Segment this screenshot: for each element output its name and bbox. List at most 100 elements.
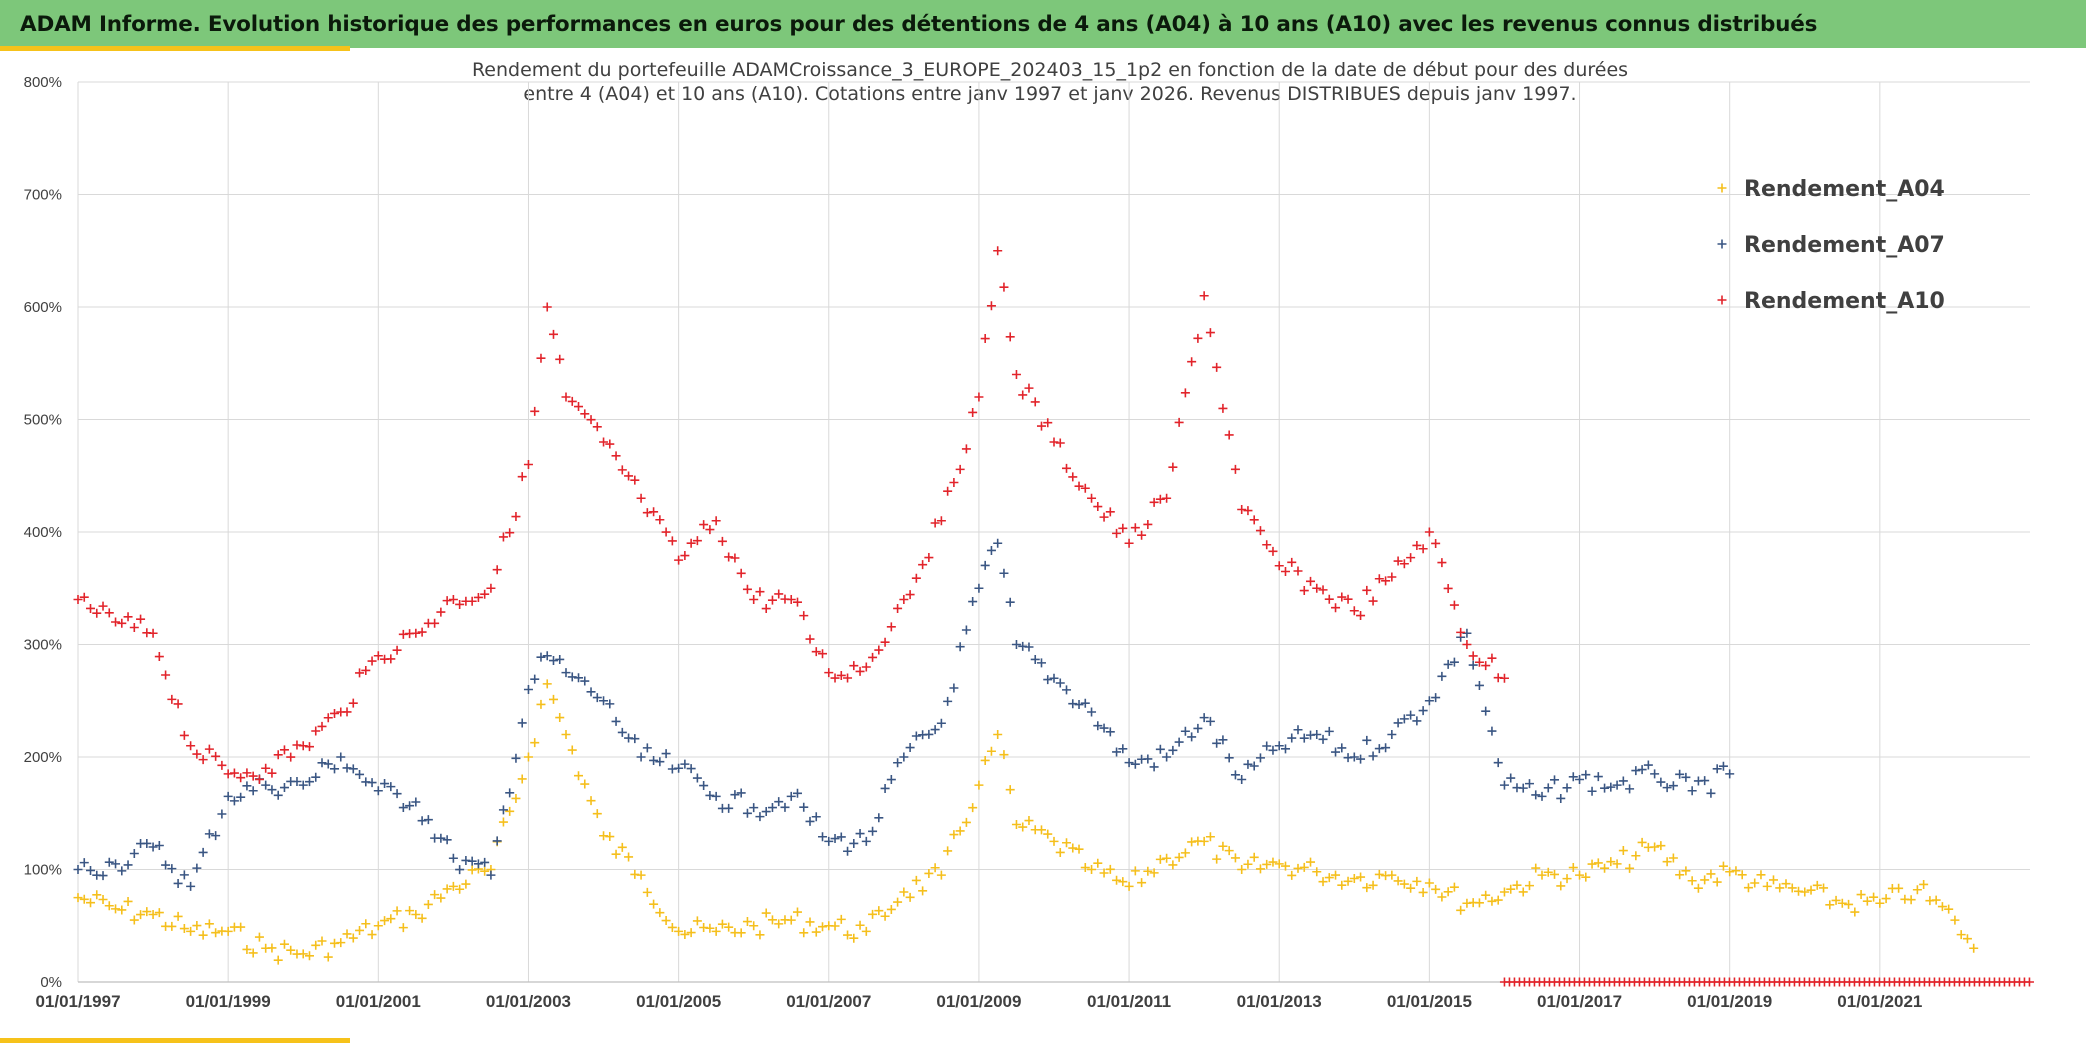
report-title: ADAM Informe. Evolution historique des p… [20, 11, 1818, 37]
rendement-a04-filler-marker [1431, 884, 1441, 894]
legend-label: Rendement_A07 [1744, 233, 1945, 258]
rendement-a07-filler-marker [699, 781, 709, 791]
x-tick-label: 01/01/1997 [35, 992, 120, 1011]
rendement-a10-filler-marker [236, 773, 246, 783]
rendement-a07-filler-marker [167, 864, 177, 874]
rendement-a07-point [1575, 775, 1585, 784]
rendement-a10-filler-marker [705, 525, 715, 535]
rendement-a04-filler-marker [1731, 866, 1741, 876]
rendement-a04-filler-marker [355, 925, 365, 935]
rendement-a10-filler-marker [286, 752, 296, 762]
rendement-a10-filler-marker [1280, 567, 1290, 577]
rendement-a10-filler-marker [1449, 600, 1459, 610]
rendement-a07-filler-marker [473, 859, 483, 869]
rendement-a07-point [261, 780, 271, 790]
x-tick-label: 01/01/2011 [1087, 992, 1171, 1011]
rendement-a04-point [1162, 853, 1172, 863]
rendement-a04-point [974, 780, 984, 790]
rendement-a04-filler-marker [1668, 853, 1678, 863]
rendement-a04-filler-marker [1937, 902, 1947, 912]
rendement-a07-filler-marker [386, 782, 396, 792]
rendement-a04-filler-marker [1356, 872, 1366, 882]
rendement-a10-filler-marker [1431, 538, 1441, 548]
rendement-a10-filler-marker [317, 721, 327, 731]
rendement-a04-filler-marker [1174, 852, 1184, 862]
rendement-a07-filler-marker [1706, 788, 1716, 798]
rendement-a07-point [1237, 775, 1247, 784]
rendement-a07-point [1612, 780, 1622, 790]
rendement-a07-filler-marker [1562, 783, 1572, 793]
rendement-a10-filler-marker [254, 774, 264, 784]
rendement-a10-filler-marker [1487, 653, 1497, 663]
rendement-a04-filler-marker [1299, 862, 1309, 872]
rendement-a10-point [1087, 493, 1097, 503]
rendement-a10-point [448, 595, 458, 604]
rendement-a07-filler-marker [98, 871, 108, 881]
rendement-a04-filler-marker [1656, 841, 1666, 851]
rendement-a07-filler-marker [355, 769, 365, 779]
rendement-a07-filler-marker [742, 808, 752, 818]
rendement-a10-filler-marker [792, 597, 802, 607]
rendement-a07-filler-marker [311, 772, 321, 782]
rendement-a04-point [636, 870, 646, 880]
rendement-a07-point [1387, 730, 1397, 739]
rendement-a07-filler-marker [1643, 760, 1653, 770]
rendement-a07-filler-marker [1224, 753, 1234, 763]
rendement-a10-filler-marker [1362, 585, 1372, 595]
rendement-a10-filler-marker [1318, 585, 1328, 595]
y-tick-label: 200% [24, 749, 62, 766]
rendement-a07-point [486, 870, 496, 880]
rendement-a10-filler-marker [530, 406, 540, 416]
rendement-a07-filler-marker [805, 816, 815, 826]
rendement-a07-filler-marker [1005, 597, 1015, 607]
rendement-a04-point [1687, 876, 1697, 886]
rendement-a10-filler-marker [1212, 362, 1222, 372]
rendement-a04-filler-marker [1268, 857, 1278, 867]
rendement-a10-filler-marker [1218, 403, 1228, 413]
rendement-a04-filler-marker [436, 893, 446, 903]
rendement-a07-filler-marker [498, 805, 508, 815]
rendement-a10-filler-marker [855, 666, 865, 676]
rendement-a10-filler-marker [1099, 512, 1109, 522]
rendement-a10-filler-marker [1174, 417, 1184, 427]
rendement-a10-filler-marker [1224, 430, 1234, 440]
rendement-a07-filler-marker [1600, 783, 1610, 793]
rendement-a07-filler-marker [1030, 654, 1040, 664]
rendement-a10-filler-marker [1205, 328, 1215, 338]
rendement-a10-filler-marker [161, 670, 171, 680]
rendement-a10-filler-marker [592, 422, 602, 432]
rendement-a04-filler-marker [1700, 875, 1710, 885]
legend-label: Rendement_A10 [1744, 289, 1945, 314]
y-tick-label: 600% [24, 299, 62, 316]
rendement-a04-filler-marker [455, 884, 465, 894]
rendement-a04-point [1575, 870, 1585, 880]
rendement-a04-filler-marker [1587, 859, 1597, 869]
rendement-a10-filler-marker [686, 538, 696, 548]
rendement-a07-filler-marker [924, 729, 934, 739]
rendement-a04-filler-marker [955, 826, 965, 836]
rendement-a10-filler-marker [811, 647, 821, 657]
rendement-a04-filler-marker [1230, 853, 1240, 863]
rendement-a04-point [993, 730, 1003, 739]
rendement-a04-filler-marker [811, 927, 821, 937]
rendement-a10-filler-marker [248, 771, 258, 781]
rendement-a04-filler-marker [1149, 868, 1159, 878]
rendement-a04-filler-marker [1224, 846, 1234, 856]
rendement-a04-filler-marker [1712, 877, 1722, 887]
rendement-a07-filler-marker [436, 833, 446, 843]
rendement-a07-filler-marker [592, 693, 602, 703]
rendement-a04-filler-marker [905, 892, 915, 902]
x-tick-label: 01/01/2013 [1237, 992, 1322, 1011]
rendement-a10-filler-marker [1024, 383, 1034, 393]
rendement-a10-filler-marker [1130, 523, 1140, 533]
rendement-a04-point [861, 926, 871, 936]
rendement-a04-filler-marker [1105, 864, 1115, 874]
rendement-a04-filler-marker [136, 910, 146, 920]
rendement-a04-filler-marker [774, 919, 784, 929]
rendement-a10-filler-marker [880, 637, 890, 647]
rendement-a04-point [1875, 898, 1885, 908]
rendement-a04-filler-marker [1249, 852, 1259, 862]
rendement-a07-filler-marker [142, 838, 152, 848]
rendement-a10-filler-marker [611, 451, 621, 461]
rendement-a07-filler-marker [1506, 773, 1516, 783]
